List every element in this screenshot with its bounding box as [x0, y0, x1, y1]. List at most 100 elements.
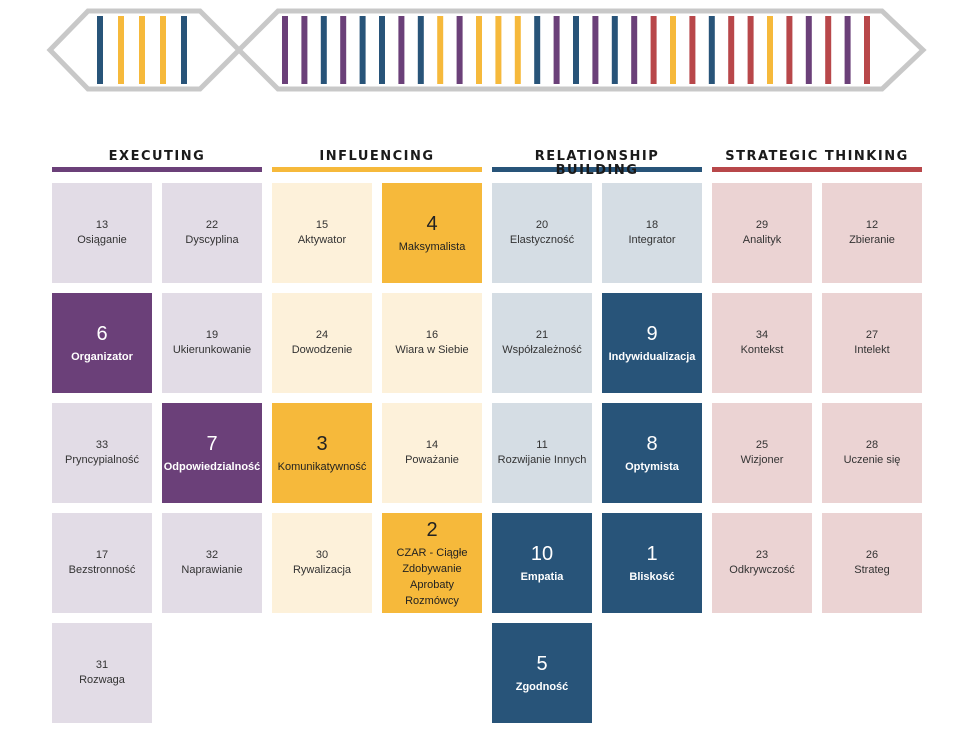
theme-tile[interactable]: 8 Optymista: [602, 403, 702, 503]
theme-tile[interactable]: 10 Empatia: [492, 513, 592, 613]
theme-rank: 25: [755, 439, 769, 451]
theme-tile[interactable]: 7 Odpowiedzialność: [162, 403, 262, 503]
theme-rank: 1: [646, 543, 658, 565]
theme-name: Rywalizacja: [292, 564, 352, 576]
theme-name: Maksymalista: [398, 241, 466, 253]
theme-tile[interactable]: 22 Dyscyplina: [162, 183, 262, 283]
dna-bar: [689, 16, 696, 84]
theme-rank: 13: [95, 219, 109, 231]
domain-color-bar: [712, 167, 922, 172]
theme-name: Integrator: [628, 234, 676, 246]
theme-tile[interactable]: 30 Rywalizacja: [272, 513, 372, 613]
dna-bar: [359, 16, 366, 84]
dna-bar: [534, 16, 541, 84]
dna-bar: [864, 16, 870, 84]
domain-header-relationship: RELATIONSHIP BUILDING: [492, 149, 702, 178]
dna-bar-top5: [118, 16, 124, 84]
dna-bar: [844, 16, 851, 84]
dna-bar: [592, 16, 599, 84]
dna-bar: [747, 16, 754, 84]
theme-rank: 17: [95, 549, 109, 561]
theme-rank: 19: [205, 329, 219, 341]
theme-tile[interactable]: 32 Naprawianie: [162, 513, 262, 613]
domain-title: INFLUENCING: [319, 149, 435, 164]
theme-tile[interactable]: 11 Rozwijanie Innych: [492, 403, 592, 503]
theme-rank: 34: [755, 329, 769, 341]
dna-bar: [553, 16, 560, 84]
theme-rank: 7: [206, 433, 218, 455]
domain-title: RELATIONSHIP BUILDING: [534, 149, 660, 178]
theme-rank: 33: [95, 439, 109, 451]
theme-tile[interactable]: 12 Zbieranie: [822, 183, 922, 283]
theme-name: Dyscyplina: [185, 234, 239, 246]
theme-name: Osiąganie: [77, 234, 127, 246]
theme-rank: 6: [96, 323, 108, 345]
theme-name: Naprawianie: [181, 564, 243, 576]
theme-rank: 31: [95, 659, 109, 671]
theme-tile[interactable]: 26 Strateg: [822, 513, 922, 613]
theme-name: Dowodzenie: [291, 344, 353, 356]
dna-bar: [825, 16, 832, 84]
theme-tile[interactable]: 3 Komunikatywność: [272, 403, 372, 503]
dna-rest-frame: [235, 8, 927, 92]
theme-rank: 16: [425, 329, 439, 341]
theme-tile[interactable]: 23 Odkrywczość: [712, 513, 812, 613]
dna-bar: [514, 16, 521, 84]
theme-tile[interactable]: 15 Aktywator: [272, 183, 372, 283]
theme-rank: 30: [315, 549, 329, 561]
theme-tile[interactable]: 6 Organizator: [52, 293, 152, 393]
theme-tile[interactable]: 27 Intelekt: [822, 293, 922, 393]
theme-rank: 18: [645, 219, 659, 231]
theme-tile[interactable]: 16 Wiara w Siebie: [382, 293, 482, 393]
dna-bar: [708, 16, 715, 84]
theme-name: Bliskość: [629, 571, 675, 583]
theme-tile[interactable]: 17 Bezstronność: [52, 513, 152, 613]
theme-tile[interactable]: 4 Maksymalista: [382, 183, 482, 283]
theme-tile[interactable]: 21 Współzależność: [492, 293, 592, 393]
theme-name: Empatia: [520, 571, 564, 583]
domain-color-bar: [272, 167, 482, 172]
theme-rank: 14: [425, 439, 439, 451]
theme-name: Optymista: [625, 461, 679, 473]
theme-rank: 11: [536, 439, 548, 451]
theme-tile[interactable]: 5 Zgodność: [492, 623, 592, 723]
theme-tile[interactable]: 14 Poważanie: [382, 403, 482, 503]
theme-tile[interactable]: 18 Integrator: [602, 183, 702, 283]
theme-rank: 22: [205, 219, 219, 231]
dna-bar: [611, 16, 618, 84]
dna-bar: [320, 16, 327, 84]
theme-tile[interactable]: 33 Pryncypialność: [52, 403, 152, 503]
theme-name: Odkrywczość: [729, 564, 795, 576]
theme-tile[interactable]: 29 Analityk: [712, 183, 812, 283]
theme-tile[interactable]: 2 CZAR - Ciągłe Zdobywanie Aprobaty Rozmó…: [382, 513, 482, 613]
theme-name: Elastyczność: [509, 234, 575, 246]
theme-name: Odpowiedzialność: [163, 461, 261, 473]
dna-bar: [340, 16, 347, 84]
dna-bar: [476, 16, 482, 84]
theme-tile[interactable]: 20 Elastyczność: [492, 183, 592, 283]
theme-tile[interactable]: 19 Ukierunkowanie: [162, 293, 262, 393]
theme-name: Analityk: [742, 234, 782, 246]
domain-title: STRATEGIC THINKING: [725, 149, 909, 164]
theme-name: Strateg: [854, 564, 890, 576]
theme-tile[interactable]: 1 Bliskość: [602, 513, 702, 613]
domain-color-bar: [492, 167, 702, 172]
dna-bar: [650, 16, 657, 84]
theme-name: Rozwijanie Innych: [497, 454, 587, 466]
theme-tile[interactable]: 25 Wizjoner: [712, 403, 812, 503]
theme-tile[interactable]: 31 Rozwaga: [52, 623, 152, 723]
theme-tile[interactable]: 34 Kontekst: [712, 293, 812, 393]
theme-rank: 23: [755, 549, 769, 561]
dna-bar: [767, 16, 773, 84]
theme-name: Organizator: [71, 351, 133, 363]
dna-bar: [631, 16, 638, 84]
theme-tile[interactable]: 24 Dowodzenie: [272, 293, 372, 393]
theme-name: Współzależność: [502, 344, 582, 356]
theme-tile[interactable]: 13 Osiąganie: [52, 183, 152, 283]
theme-tile[interactable]: 28 Uczenie się: [822, 403, 922, 503]
theme-rank: 27: [865, 329, 879, 341]
theme-tile[interactable]: 9 Indywidualizacja: [602, 293, 702, 393]
dna-bar: [786, 16, 793, 84]
theme-rank: 28: [865, 439, 879, 451]
dna-bar: [437, 16, 444, 84]
